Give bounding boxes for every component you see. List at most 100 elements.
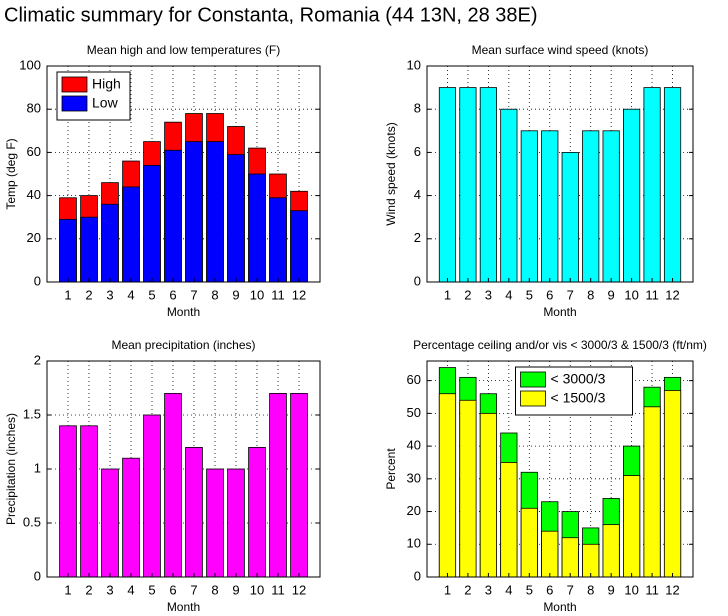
x-tick-label: 1 bbox=[444, 582, 451, 597]
bar bbox=[541, 130, 559, 283]
figure-title: Climatic summary for Constanta, Romania … bbox=[4, 4, 538, 26]
y-tick-label: 0 bbox=[414, 568, 421, 583]
bar bbox=[290, 392, 308, 578]
y-tick-label: 0 bbox=[34, 568, 41, 583]
bar bbox=[479, 412, 497, 578]
bar bbox=[248, 173, 266, 283]
y-tick-label: 2 bbox=[414, 230, 421, 245]
x-axis-label: Month bbox=[543, 600, 576, 614]
x-tick-label: 11 bbox=[271, 287, 285, 302]
bar bbox=[643, 87, 661, 283]
x-axis-label: Month bbox=[167, 305, 200, 319]
x-tick-label: 12 bbox=[665, 287, 679, 302]
bar bbox=[59, 425, 77, 578]
axes-frame bbox=[46, 65, 321, 283]
bar bbox=[438, 393, 457, 578]
y-tick-label: 10 bbox=[407, 57, 421, 72]
x-tick-label: 8 bbox=[587, 287, 594, 302]
x-tick-label: 8 bbox=[587, 582, 594, 597]
axes-title: Mean precipitation (inches) bbox=[111, 338, 255, 352]
y-tick-label: 60 bbox=[27, 144, 41, 159]
bar bbox=[80, 216, 98, 283]
x-tick-label: 5 bbox=[526, 582, 533, 597]
y-tick-label: 10 bbox=[407, 536, 421, 551]
x-tick-label: 6 bbox=[546, 287, 553, 302]
x-tick-label: 2 bbox=[85, 582, 92, 597]
y-tick-label: 0 bbox=[34, 273, 41, 288]
x-tick-label: 10 bbox=[250, 287, 264, 302]
bar bbox=[269, 197, 287, 283]
x-tick-label: 3 bbox=[106, 582, 113, 597]
y-tick-label: 20 bbox=[27, 230, 41, 245]
bar bbox=[459, 87, 477, 283]
x-tick-label: 9 bbox=[232, 582, 239, 597]
x-tick-label: 9 bbox=[608, 582, 615, 597]
y-tick-label: 40 bbox=[407, 438, 421, 453]
y-tick-label: 1.5 bbox=[23, 406, 41, 421]
bar bbox=[663, 390, 682, 578]
bar bbox=[206, 141, 224, 283]
bar bbox=[459, 399, 477, 578]
y-tick-label: 4 bbox=[414, 187, 421, 202]
bar bbox=[582, 543, 600, 578]
x-tick-label: 10 bbox=[624, 287, 638, 302]
x-axis-label: Month bbox=[167, 600, 200, 614]
y-tick-label: 0 bbox=[414, 273, 421, 288]
x-tick-label: 4 bbox=[505, 582, 512, 597]
y-tick-label: 60 bbox=[407, 372, 421, 387]
axes-title: Mean surface wind speed (knots) bbox=[472, 43, 649, 57]
x-tick-label: 1 bbox=[64, 582, 71, 597]
x-tick-label: 2 bbox=[85, 287, 92, 302]
bar bbox=[438, 87, 457, 283]
bar bbox=[122, 457, 140, 578]
x-tick-label: 12 bbox=[292, 582, 306, 597]
legend-swatch bbox=[61, 95, 88, 112]
bar bbox=[164, 392, 182, 578]
bar bbox=[185, 141, 203, 283]
bar bbox=[561, 537, 579, 578]
x-tick-label: 5 bbox=[148, 287, 155, 302]
x-tick-label: 5 bbox=[526, 287, 533, 302]
axes-title: Percentage ceiling and/or vis < 3000/3 &… bbox=[413, 338, 707, 352]
bar bbox=[164, 149, 182, 283]
x-tick-label: 3 bbox=[485, 582, 492, 597]
x-tick-label: 2 bbox=[464, 582, 471, 597]
legend-label: < 1500/3 bbox=[551, 390, 606, 406]
legend-label: High bbox=[92, 76, 121, 92]
bar bbox=[269, 392, 287, 578]
bar bbox=[290, 210, 308, 283]
bar bbox=[101, 203, 119, 283]
x-tick-label: 9 bbox=[608, 287, 615, 302]
bar bbox=[206, 468, 224, 578]
bar bbox=[101, 468, 119, 578]
legend-label: Low bbox=[92, 95, 119, 111]
bar bbox=[143, 164, 161, 283]
y-axis-label: Precipitation (inches) bbox=[4, 413, 18, 525]
axes-frame bbox=[426, 65, 694, 283]
y-tick-label: 2 bbox=[34, 352, 41, 367]
legend-swatch bbox=[520, 390, 546, 407]
bar bbox=[643, 406, 661, 578]
bar bbox=[520, 507, 538, 578]
x-tick-label: 9 bbox=[232, 287, 239, 302]
x-tick-label: 12 bbox=[292, 287, 306, 302]
bar bbox=[248, 446, 266, 578]
y-tick-label: 30 bbox=[407, 470, 421, 485]
bar bbox=[623, 108, 641, 283]
bar bbox=[663, 87, 682, 283]
x-tick-label: 10 bbox=[624, 582, 638, 597]
bar bbox=[500, 108, 518, 283]
y-tick-label: 6 bbox=[414, 144, 421, 159]
x-tick-label: 8 bbox=[211, 287, 218, 302]
y-axis-label: Temp (deg F) bbox=[4, 138, 18, 209]
bar bbox=[520, 130, 538, 283]
x-tick-label: 7 bbox=[567, 287, 574, 302]
y-tick-label: 40 bbox=[27, 187, 41, 202]
bar bbox=[623, 475, 641, 578]
x-tick-label: 11 bbox=[271, 582, 285, 597]
bar bbox=[582, 130, 600, 283]
x-tick-label: 4 bbox=[127, 582, 134, 597]
bar bbox=[500, 462, 518, 578]
y-tick-label: 1 bbox=[34, 460, 41, 475]
bar bbox=[602, 130, 620, 283]
